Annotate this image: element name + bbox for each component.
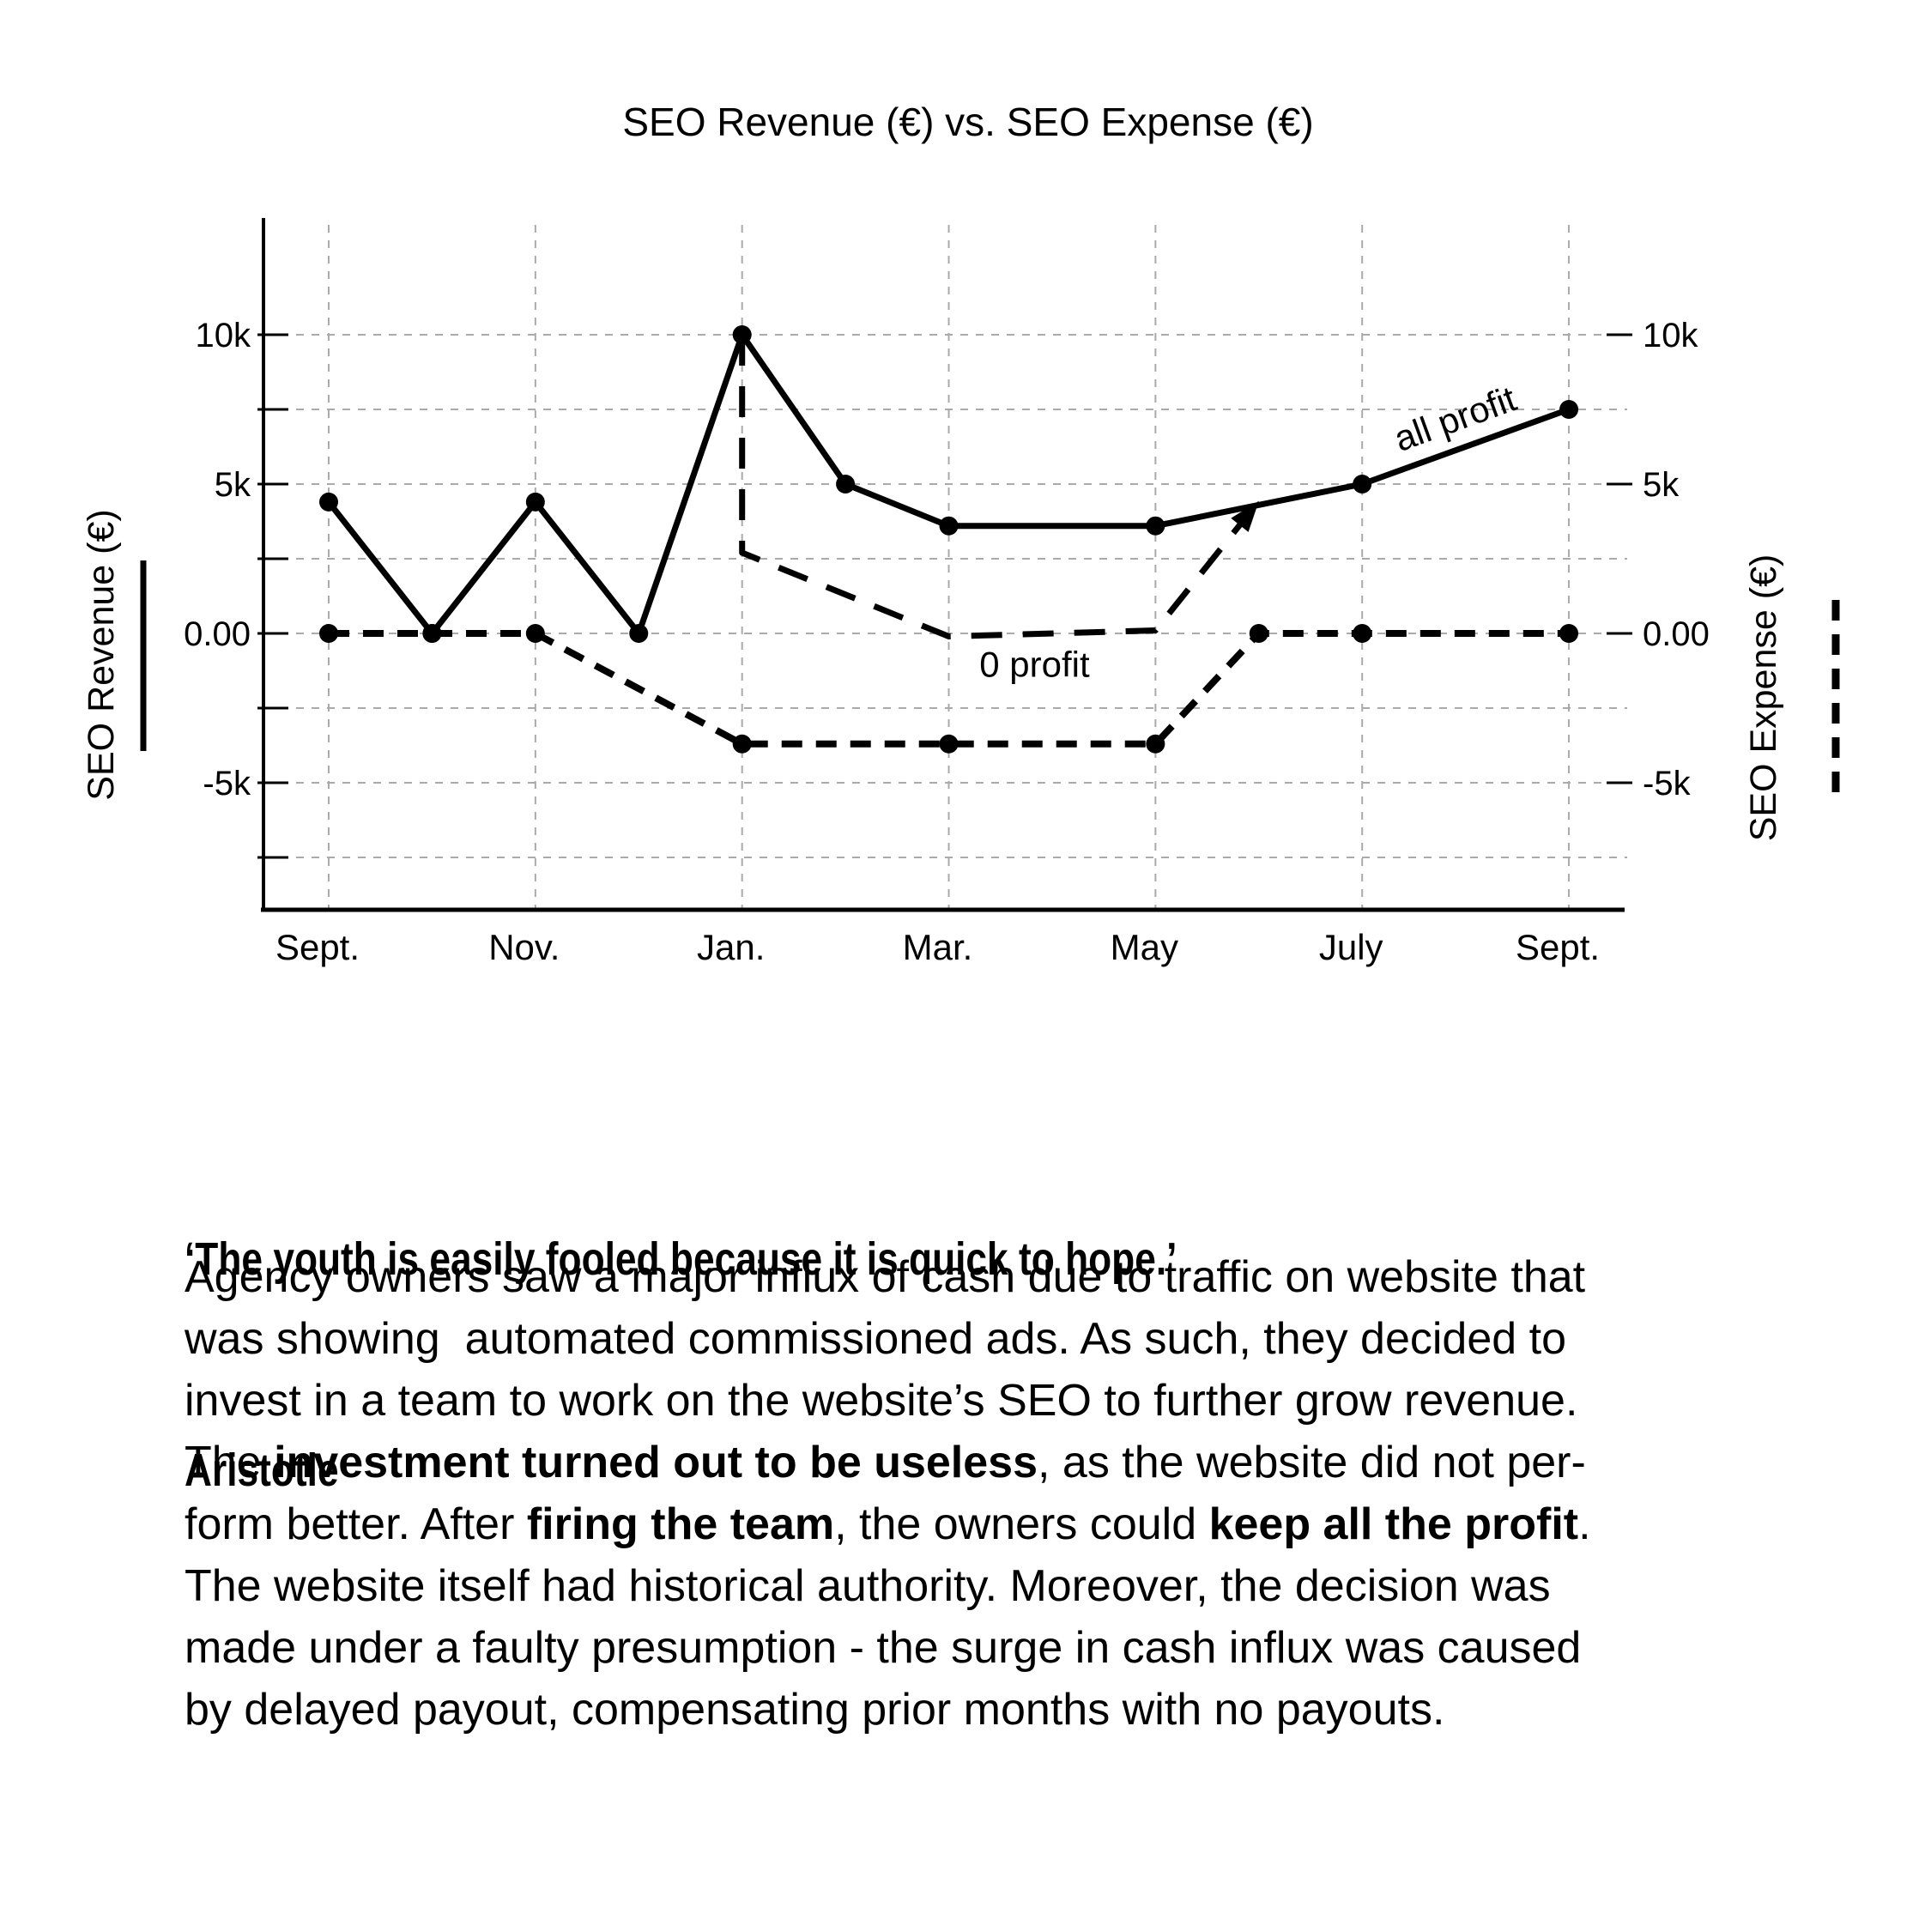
text-segment: , as the website did not per- [1038, 1438, 1586, 1487]
data-point-marker [319, 624, 338, 643]
bold-phrase: firing the team [526, 1499, 835, 1549]
data-point-marker [629, 624, 649, 643]
story-paragraph: Agency owners saw a major influx of cash… [185, 1246, 1591, 1741]
data-point-marker [1249, 624, 1268, 643]
text-segment: form better. After [185, 1499, 527, 1549]
paragraph-line-5: form better. After firing the team, the … [185, 1493, 1591, 1555]
paragraph-line-7: made under a faulty presumption - the su… [185, 1617, 1591, 1679]
x-tick-label: May [1111, 927, 1178, 967]
data-point-marker [1559, 624, 1579, 643]
data-point-marker [525, 492, 545, 512]
x-tick-label: Nov. [488, 927, 560, 967]
annotation-all-profit: all profit [1389, 378, 1522, 459]
y-tick-label-right: 5k [1643, 466, 1680, 504]
seo-revenue-vs-expense-chart: 10k 5k 0.00 -5k 10k 5k 0.00 -5k Sept. Nov. Jan. Mar… [81, 100, 1840, 967]
data-point-marker [525, 624, 545, 643]
data-point-marker [836, 475, 856, 494]
text-segment: by delayed payout, compensating prior mo… [185, 1685, 1445, 1735]
annotation-0-profit: 0 profit [979, 644, 1090, 684]
paragraph-line-2: was showing automated commissioned ads. … [185, 1308, 1591, 1370]
y-tick-label-left: 5k [215, 466, 251, 504]
x-tick-label: Jan. [697, 927, 765, 967]
y-tick-label-right: 10k [1643, 317, 1698, 354]
text-segment: invest in a team to work on the website’… [185, 1376, 1578, 1426]
text-segment: Agency owners saw a major influx of cash… [185, 1252, 1586, 1302]
chart-title: SEO Revenue (€) vs. SEO Expense (€) [622, 100, 1313, 144]
x-tick-label: Mar. [903, 927, 973, 967]
text-segment: The [185, 1438, 275, 1487]
paragraph-line-4: The investment turned out to be useless,… [185, 1432, 1591, 1493]
data-point-marker [939, 734, 959, 754]
data-point-marker [422, 624, 442, 643]
text-segment: was showing automated commissioned ads. … [185, 1314, 1566, 1364]
data-point-marker [732, 734, 752, 754]
y-tick-label-right: -5k [1643, 765, 1692, 802]
x-tick-label: Sept. [275, 927, 360, 967]
x-tick-label: Sept. [1516, 927, 1600, 967]
profit-guide-line [739, 335, 1258, 639]
y-tick-label-left: -5k [203, 765, 251, 802]
bold-phrase: keep all the profit [1208, 1499, 1579, 1549]
y-tick-label-left: 0.00 [184, 615, 251, 653]
data-point-marker [1146, 734, 1165, 754]
left-axis-legend: SEO Revenue (€) [81, 509, 122, 800]
quote-author: Aristotle [185, 1444, 339, 1496]
x-tick-label: July [1319, 927, 1383, 967]
data-point-marker [1353, 475, 1372, 494]
data-point-marker [319, 492, 338, 512]
data-point-marker [939, 516, 959, 536]
expense-line [329, 630, 1569, 748]
quote-text: ‘The youth is easily fooled because it i… [185, 1233, 1177, 1285]
text-segment: The website itself had historical author… [185, 1561, 1551, 1611]
text-segment: . [1578, 1499, 1591, 1549]
data-point-marker [1146, 516, 1165, 536]
text-segment: made under a faulty presumption - the su… [185, 1623, 1582, 1673]
paragraph-line-6: The website itself had historical author… [185, 1555, 1591, 1617]
right-axis-legend: SEO Expense (€) [1743, 554, 1784, 842]
paragraph-line-1: Agency owners saw a major influx of cash… [185, 1246, 1591, 1308]
quote-block: ‘The youth is easily fooled because it i… [185, 1083, 1177, 1576]
data-point-marker [1353, 624, 1372, 643]
paragraph-line-8: by delayed payout, compensating prior mo… [185, 1679, 1591, 1741]
paragraph-line-3: invest in a team to work on the website’… [185, 1370, 1591, 1432]
revenue-line [326, 331, 1571, 637]
text-segment: , the owners could [834, 1499, 1209, 1549]
y-tick-label-left: 10k [196, 317, 251, 354]
y-tick-label-right: 0.00 [1643, 615, 1710, 653]
data-point-marker [1559, 400, 1579, 419]
profit-arrowhead [1231, 500, 1259, 532]
bold-phrase: investment turned out to be useless [274, 1438, 1038, 1487]
